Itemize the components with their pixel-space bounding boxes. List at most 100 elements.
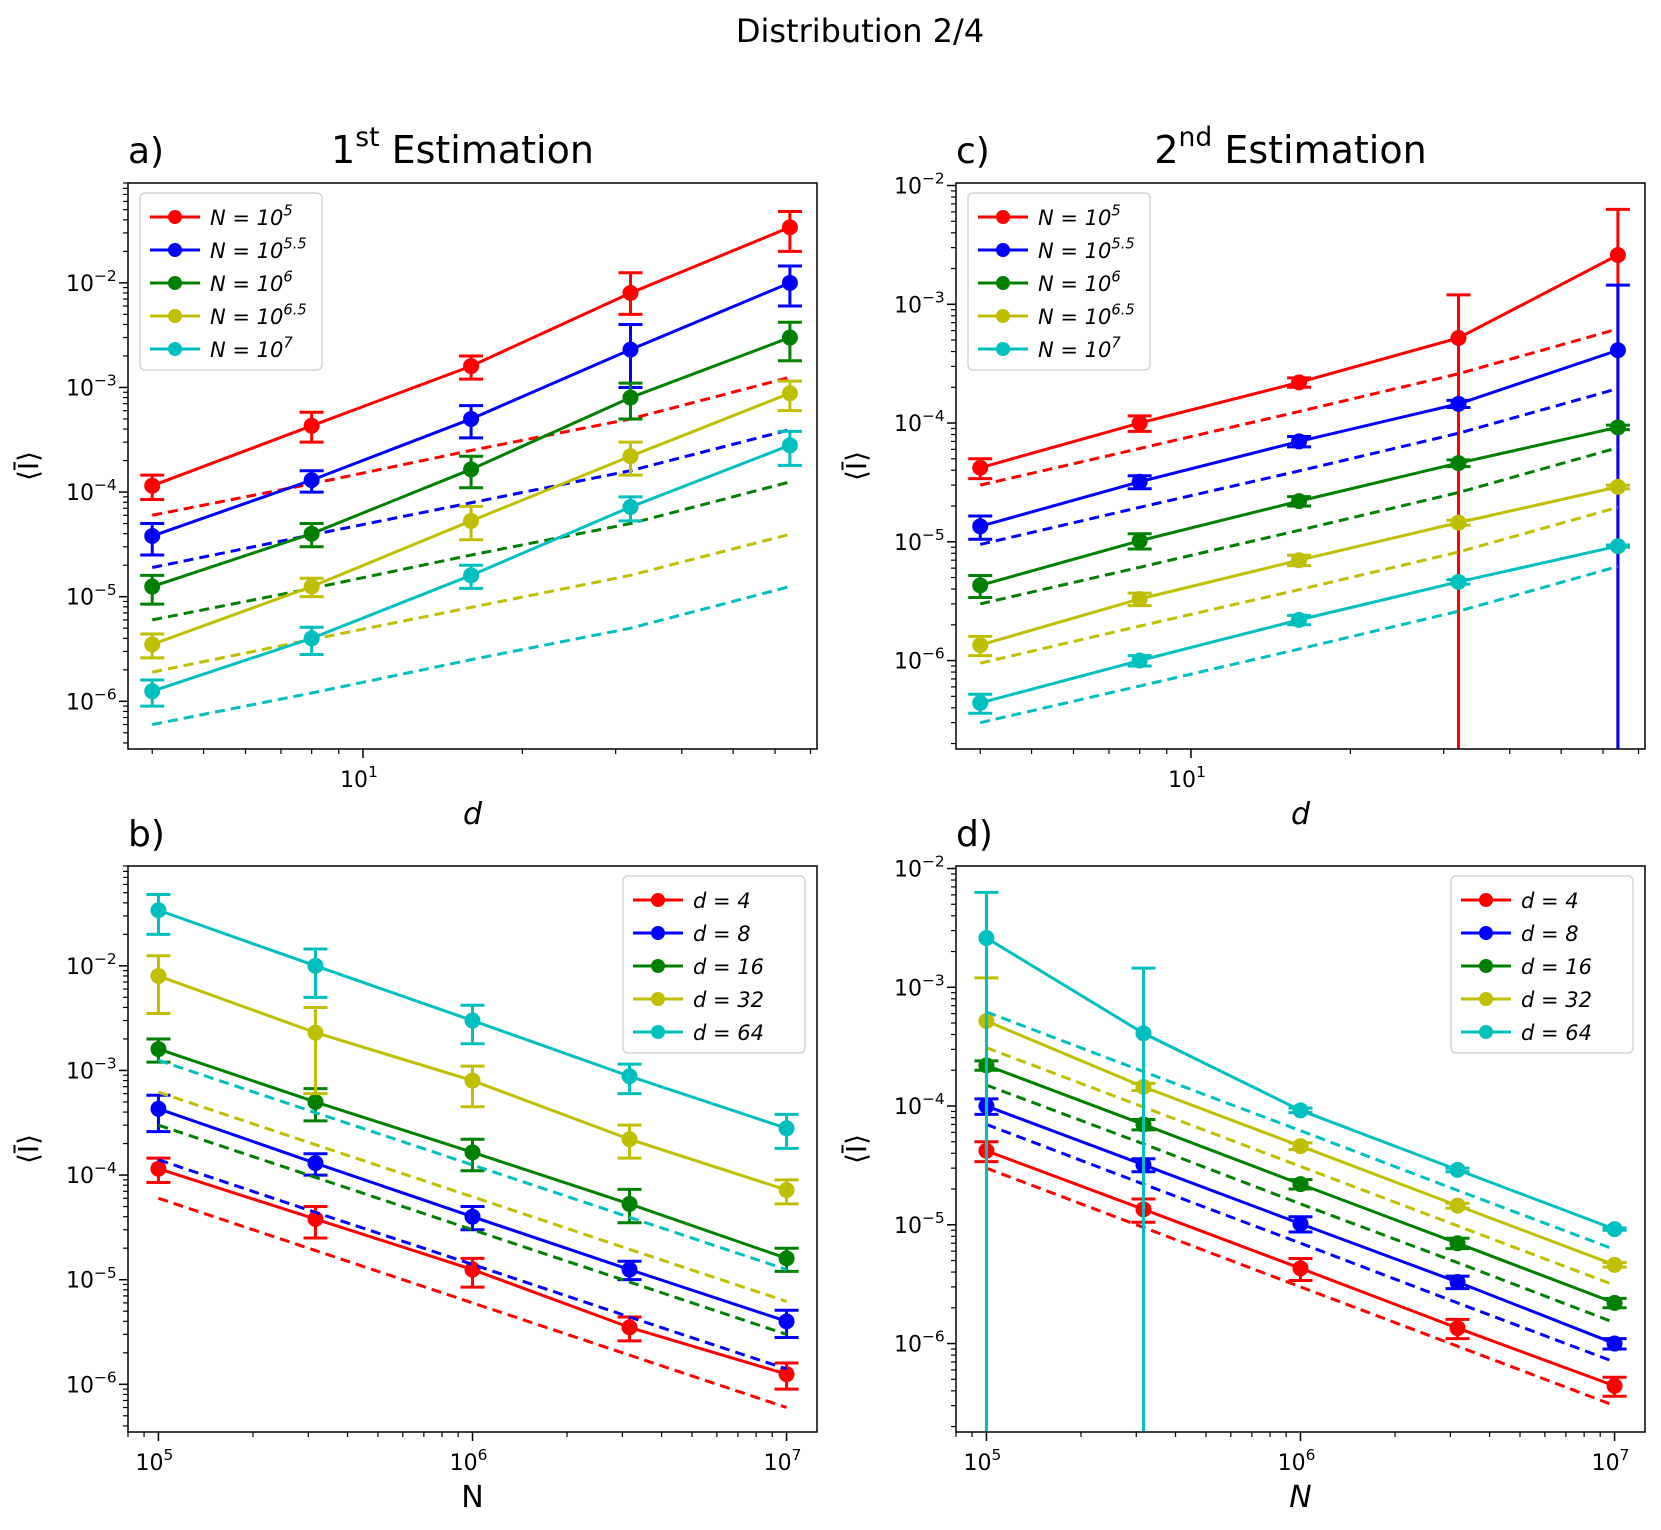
plot-area (140, 210, 802, 726)
fit-line (151, 585, 791, 726)
series-4 (968, 538, 1630, 725)
series-1 (974, 1097, 1627, 1364)
legend-marker (651, 1025, 665, 1039)
legend-marker (996, 342, 1010, 356)
legend-label: N = 105 (1038, 203, 1121, 230)
x-tick-label: 101 (1168, 763, 1206, 793)
legend-item: N = 105 (978, 203, 1121, 230)
data-point (303, 578, 320, 595)
series-2 (968, 419, 1630, 606)
legend-item: d = 8 (1461, 922, 1579, 946)
y-tick-label: 10−2 (66, 267, 117, 297)
y-tick-label: 10−6 (894, 645, 945, 675)
series-0 (146, 1156, 799, 1409)
data-point (150, 1041, 167, 1058)
legend: N = 105 N = 105.5 N = 106 N = 106.5 N = 107 (139, 192, 323, 371)
data-point (303, 472, 320, 489)
legend-marker (996, 309, 1010, 323)
data-point (307, 1211, 324, 1228)
legend-marker (1479, 992, 1493, 1006)
y-tick-label: 10−3 (66, 1055, 117, 1085)
legend-label: N = 106.5 (1038, 302, 1135, 329)
series-3 (968, 478, 1630, 665)
fit-line (985, 1123, 1616, 1364)
series-2 (974, 1057, 1627, 1325)
legend-item: N = 106 (150, 269, 293, 296)
data-point (1449, 1320, 1466, 1337)
legend-marker (996, 276, 1010, 290)
data-point (781, 219, 798, 236)
legend-marker (168, 309, 182, 323)
series-4 (146, 893, 799, 1271)
series-3 (146, 954, 799, 1303)
x-tick-label: 105 (964, 1446, 1002, 1476)
data-point (464, 1261, 481, 1278)
legend-marker (168, 210, 182, 224)
fit-line (151, 480, 791, 622)
legend-box (1450, 875, 1634, 1054)
fit-line (151, 532, 791, 674)
data-point (144, 528, 161, 545)
data-point (303, 417, 320, 434)
legend-item: d = 16 (1461, 955, 1592, 979)
data-point (1131, 652, 1148, 669)
suptitle: Distribution 2/4 (736, 12, 984, 50)
data-point (1292, 1215, 1309, 1232)
legend-item: N = 105 (150, 203, 293, 230)
legend-label: d = 32 (693, 988, 764, 1012)
fit-line (157, 1058, 788, 1271)
legend-item: d = 32 (1461, 988, 1592, 1012)
legend-item: N = 107 (150, 335, 293, 362)
legend-box (139, 192, 323, 371)
data-point (150, 967, 167, 984)
legend: d = 4 d = 8 d = 16 d = 32 d = 64 (622, 875, 806, 1054)
series-3 (140, 379, 802, 674)
data-point (1609, 478, 1626, 495)
x-tick-label: 101 (340, 763, 378, 793)
x-tick-label: 106 (1278, 1446, 1316, 1476)
fit-line (985, 1046, 1616, 1287)
x-tick-label: 107 (1592, 1446, 1630, 1476)
data-point (464, 1072, 481, 1089)
y-tick-label: 10−2 (66, 950, 117, 980)
series-1 (146, 1093, 799, 1371)
legend-box (967, 192, 1151, 371)
data-point (972, 637, 989, 654)
data-point (1291, 493, 1308, 510)
legend-marker (996, 210, 1010, 224)
panel-label: d) (956, 814, 993, 855)
data-point (1449, 1197, 1466, 1214)
data-point (781, 329, 798, 346)
panel-b: 105 106 107 10−6 10−5 10−4 10−3 10−2 N ⟨Ī⟩ b) d = 4… (12, 814, 818, 1515)
legend-marker (168, 276, 182, 290)
data-point (781, 385, 798, 402)
y-tick-label: 10−6 (66, 685, 117, 715)
fit-line (979, 387, 1619, 546)
fit-line (979, 446, 1619, 606)
legend: N = 105 N = 105.5 N = 106 N = 106.5 N = 107 (967, 192, 1151, 371)
y-axis-label: ⟨Ī⟩ (12, 451, 45, 481)
legend-label: N = 106.5 (210, 302, 307, 329)
data-point (1606, 1256, 1623, 1273)
legend-item: d = 4 (633, 889, 751, 913)
legend-marker (1479, 1025, 1493, 1039)
legend-label: N = 106 (210, 269, 293, 296)
legend-marker (651, 992, 665, 1006)
legend-label: N = 105.5 (210, 236, 307, 263)
fit-line (979, 565, 1619, 725)
data-point (978, 929, 995, 946)
legend-marker (1479, 893, 1493, 907)
y-tick-label: 10−6 (894, 1328, 945, 1358)
series-1 (968, 283, 1630, 749)
data-point (1131, 415, 1148, 432)
legend-marker (996, 243, 1010, 257)
data-point (1292, 1260, 1309, 1277)
y-tick-label: 10−4 (66, 476, 117, 506)
data-point (303, 525, 320, 542)
legend-item: N = 106.5 (978, 302, 1135, 329)
series-4 (140, 429, 802, 726)
y-axis-label: ⟨Ī⟩ (840, 451, 873, 481)
panel-title: 1st Estimation (331, 122, 594, 172)
legend-item: d = 64 (633, 1021, 764, 1045)
legend-marker (651, 893, 665, 907)
